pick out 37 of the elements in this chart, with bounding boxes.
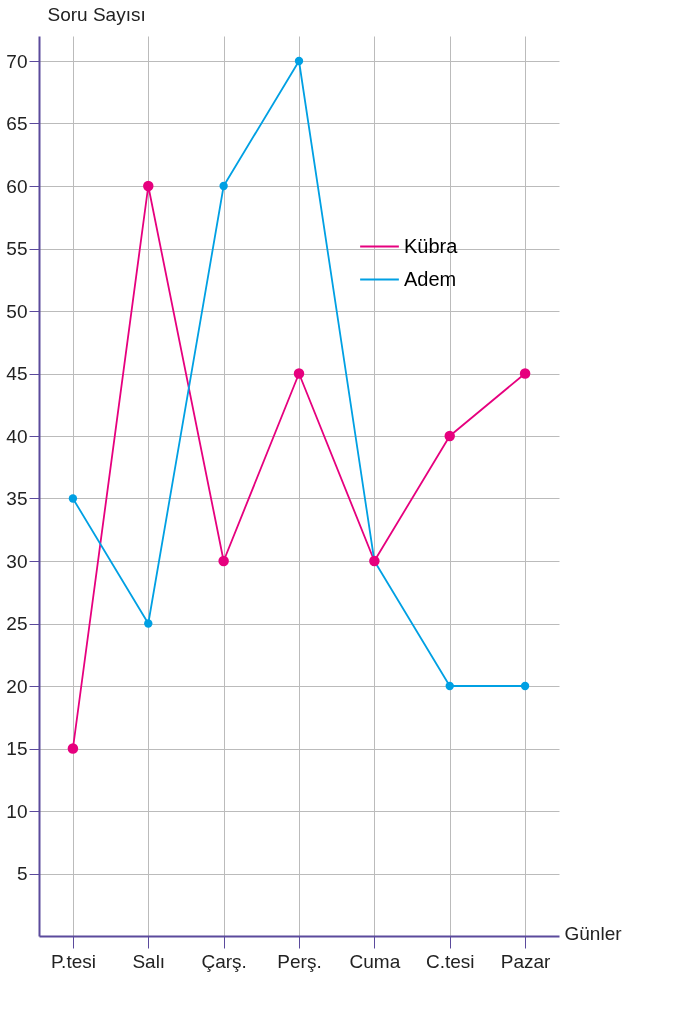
y-tick-label: 25 [6, 613, 28, 634]
point [444, 430, 455, 442]
x-tick-label: Perş. [277, 950, 322, 972]
point [143, 180, 154, 192]
point [445, 681, 454, 691]
y-tick-label: 10 [6, 800, 28, 822]
point [293, 368, 305, 379]
y-tick-label: 70 [6, 50, 28, 72]
point [144, 619, 153, 628]
point [219, 181, 228, 191]
point [519, 368, 531, 379]
x-tick-label: Çarş. [201, 950, 247, 972]
point [294, 56, 304, 66]
y-tick-label: 15 [6, 738, 28, 759]
point [68, 494, 78, 503]
x-axis-title: Günler [564, 922, 623, 944]
point [67, 743, 79, 754]
y-tick-label: 60 [6, 175, 28, 197]
x-tick-label: Pazar [500, 950, 552, 972]
point [218, 555, 229, 567]
x-tick-label: C.tesi [425, 950, 475, 972]
y-tick-label: 30 [6, 550, 28, 572]
y-tick-label: 55 [6, 238, 28, 259]
legend-label: Kübra [404, 234, 459, 257]
x-tick-label: P.tesi [50, 950, 96, 972]
legend-label: Adem [404, 267, 457, 290]
y-tick-label: 65 [6, 113, 28, 134]
x-tick-label: Salı [132, 950, 166, 972]
y-tick-label: 35 [6, 488, 28, 509]
x-tick-label: Cuma [349, 950, 401, 972]
y-axis-title: Soru Sayısı [47, 3, 146, 25]
y-tick-label: 40 [6, 425, 28, 447]
y-tick-label: 50 [6, 300, 28, 322]
y-tick-label: 20 [6, 675, 28, 697]
point [520, 681, 530, 691]
y-tick-label: 5 [16, 863, 28, 884]
y-tick-label: 45 [6, 363, 28, 384]
